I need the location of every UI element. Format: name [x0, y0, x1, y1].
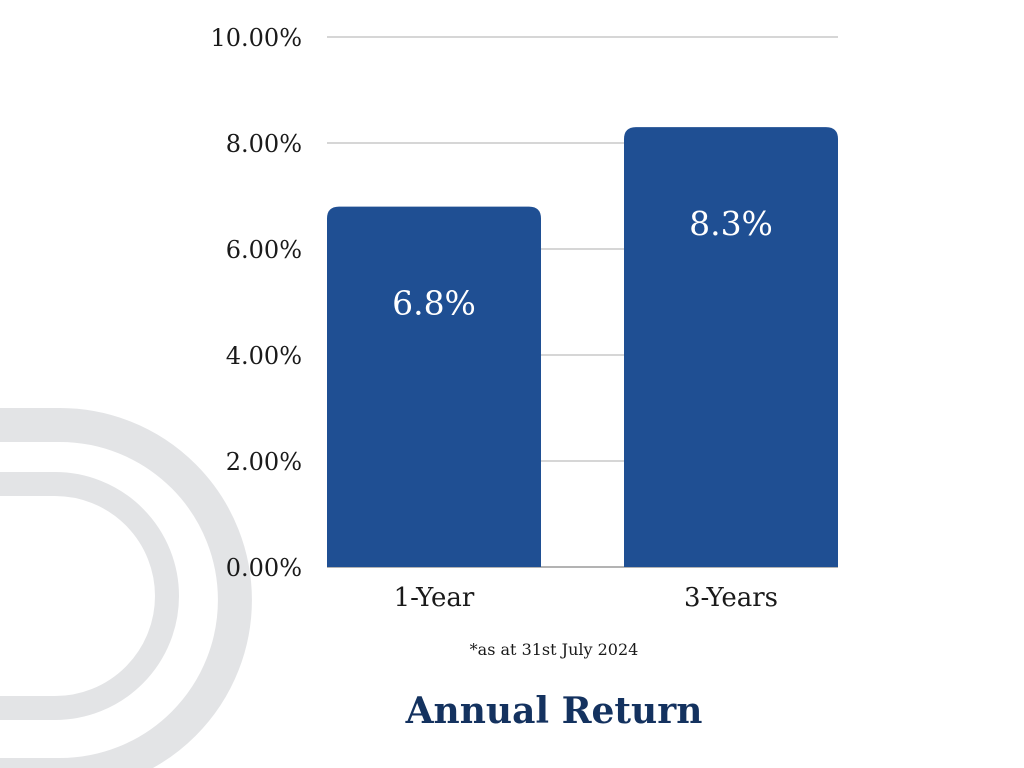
bar-1-year [327, 206, 541, 567]
data-label: 8.3% [689, 204, 773, 243]
y-tick-label: 10.00% [210, 24, 302, 52]
data-labels: 6.8% 8.3% [392, 204, 773, 323]
bar-3-years [624, 127, 838, 567]
x-axis-labels: 1-Year 3-Years [394, 583, 778, 613]
y-tick-label: 4.00% [226, 342, 302, 370]
y-tick-label: 2.00% [226, 448, 302, 476]
x-tick-label: 3-Years [684, 583, 778, 613]
bars [327, 127, 838, 567]
watermark-outer-arc [0, 408, 252, 768]
chart-title: Annual Return [405, 690, 703, 732]
y-tick-label: 8.00% [226, 130, 302, 158]
y-axis-ticks: 0.00% 2.00% 4.00% 6.00% 8.00% 10.00% [210, 24, 302, 582]
y-tick-label: 6.00% [226, 236, 302, 264]
data-label: 6.8% [392, 284, 476, 323]
x-tick-label: 1-Year [394, 583, 475, 613]
watermark-inner-arc [0, 472, 179, 720]
footnote: *as at 31st July 2024 [469, 640, 639, 659]
y-tick-label: 0.00% [226, 554, 302, 582]
